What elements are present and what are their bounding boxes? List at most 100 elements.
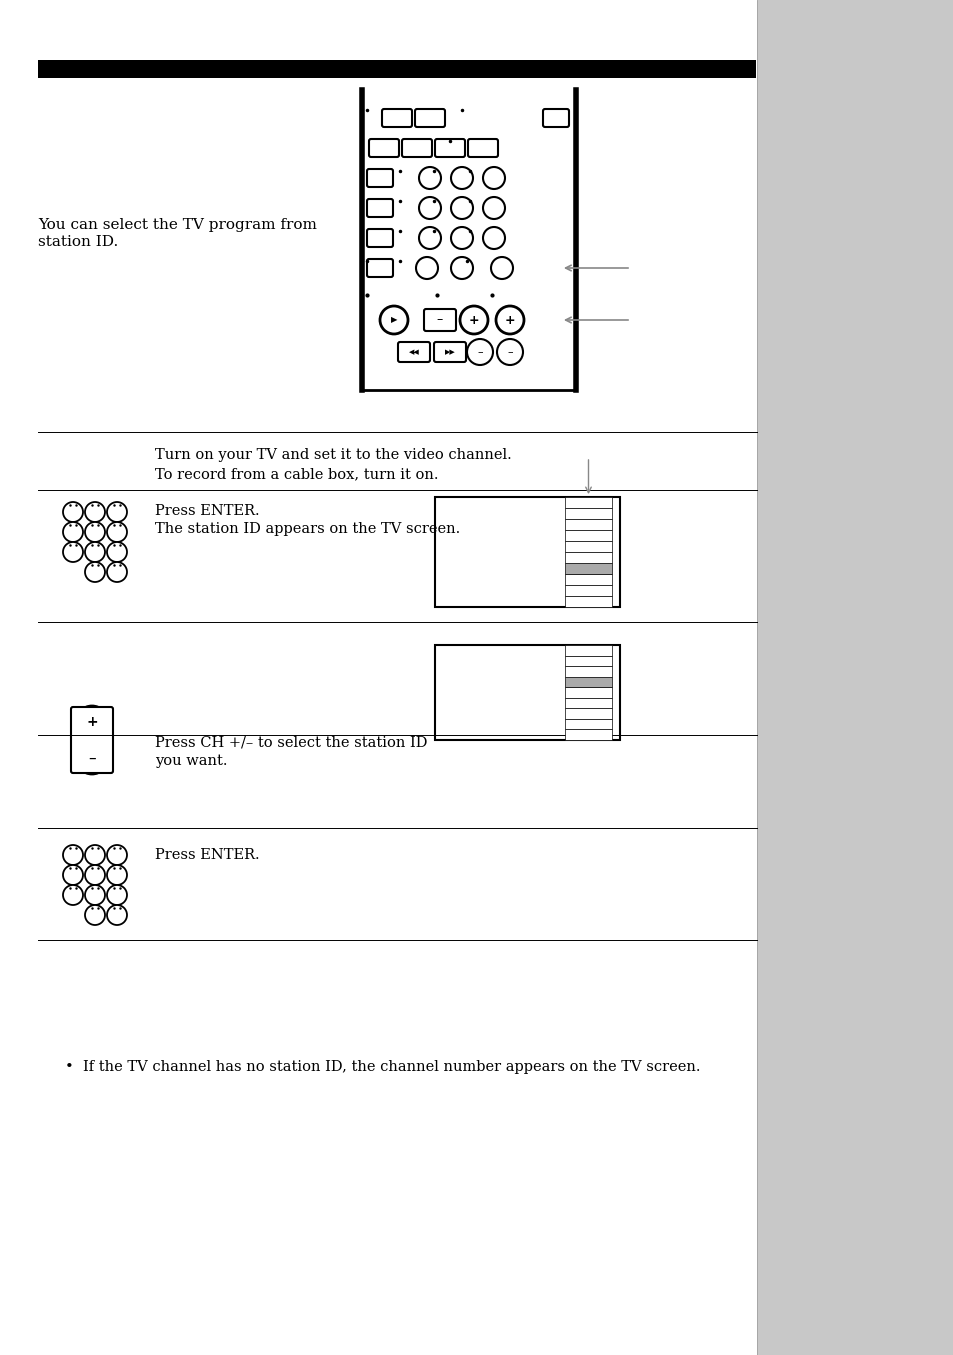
- Circle shape: [451, 167, 473, 188]
- Bar: [435, 497, 619, 607]
- Text: ◀◀: ◀◀: [408, 350, 419, 355]
- FancyBboxPatch shape: [381, 108, 412, 127]
- Circle shape: [85, 501, 105, 522]
- Circle shape: [63, 885, 83, 905]
- Circle shape: [418, 167, 440, 188]
- Bar: [38, 60, 755, 79]
- FancyBboxPatch shape: [434, 341, 465, 362]
- FancyBboxPatch shape: [435, 140, 464, 157]
- Bar: [564, 698, 612, 709]
- Circle shape: [107, 885, 127, 905]
- Text: –: –: [476, 347, 482, 356]
- Circle shape: [63, 542, 83, 562]
- Bar: [564, 562, 612, 575]
- Circle shape: [85, 522, 105, 542]
- Bar: [435, 645, 619, 740]
- Text: ▶: ▶: [391, 316, 396, 324]
- Bar: [564, 720, 612, 729]
- Circle shape: [107, 864, 127, 885]
- Text: You can select the TV program from: You can select the TV program from: [38, 218, 316, 232]
- Text: Press ENTER.: Press ENTER.: [154, 504, 259, 518]
- FancyBboxPatch shape: [367, 229, 393, 247]
- Circle shape: [85, 905, 105, 925]
- Circle shape: [451, 228, 473, 249]
- Circle shape: [107, 542, 127, 562]
- Bar: [564, 551, 612, 562]
- Circle shape: [451, 257, 473, 279]
- Circle shape: [497, 339, 522, 364]
- Circle shape: [63, 864, 83, 885]
- Text: –: –: [507, 347, 513, 356]
- Circle shape: [85, 562, 105, 583]
- Text: +: +: [468, 313, 478, 327]
- Bar: [564, 497, 612, 508]
- Circle shape: [459, 306, 488, 333]
- Circle shape: [107, 501, 127, 522]
- Circle shape: [418, 196, 440, 220]
- Circle shape: [482, 228, 504, 249]
- Text: Press CH +/– to select the station ID: Press CH +/– to select the station ID: [154, 736, 427, 751]
- Text: Press ENTER.: Press ENTER.: [154, 848, 259, 862]
- FancyBboxPatch shape: [415, 108, 444, 127]
- Circle shape: [107, 846, 127, 864]
- Circle shape: [496, 306, 523, 333]
- FancyBboxPatch shape: [468, 140, 497, 157]
- Bar: [564, 575, 612, 585]
- Text: •  If the TV channel has no station ID, the channel number appears on the TV scr: • If the TV channel has no station ID, t…: [65, 1060, 700, 1075]
- Circle shape: [416, 257, 437, 279]
- Bar: [564, 508, 612, 519]
- Bar: [564, 656, 612, 667]
- FancyBboxPatch shape: [367, 199, 393, 217]
- Circle shape: [85, 846, 105, 864]
- Circle shape: [63, 846, 83, 864]
- Bar: [564, 519, 612, 530]
- FancyBboxPatch shape: [423, 309, 456, 331]
- Text: station ID.: station ID.: [38, 234, 118, 249]
- Bar: [564, 645, 612, 656]
- Text: ▶▶: ▶▶: [444, 350, 455, 355]
- FancyBboxPatch shape: [367, 259, 393, 276]
- Bar: [564, 530, 612, 541]
- Bar: [757, 0, 953, 1355]
- Bar: [564, 541, 612, 551]
- Bar: [564, 667, 612, 676]
- Circle shape: [85, 542, 105, 562]
- Circle shape: [76, 743, 108, 774]
- Circle shape: [482, 196, 504, 220]
- Text: The station ID appears on the TV screen.: The station ID appears on the TV screen.: [154, 522, 459, 537]
- Bar: [564, 709, 612, 720]
- Bar: [564, 596, 612, 607]
- Text: Turn on your TV and set it to the video channel.: Turn on your TV and set it to the video …: [154, 449, 511, 462]
- Circle shape: [107, 905, 127, 925]
- Text: +: +: [504, 313, 515, 327]
- Bar: [564, 676, 612, 687]
- FancyBboxPatch shape: [369, 140, 398, 157]
- Circle shape: [418, 228, 440, 249]
- FancyBboxPatch shape: [401, 140, 432, 157]
- Circle shape: [467, 339, 493, 364]
- Text: +: +: [86, 715, 98, 729]
- Text: –: –: [436, 313, 442, 327]
- FancyBboxPatch shape: [542, 108, 568, 127]
- Text: To record from a cable box, turn it on.: To record from a cable box, turn it on.: [154, 467, 438, 481]
- Circle shape: [491, 257, 513, 279]
- Bar: [564, 585, 612, 596]
- Bar: [564, 687, 612, 698]
- Circle shape: [482, 167, 504, 188]
- Circle shape: [451, 196, 473, 220]
- Text: –: –: [88, 751, 95, 766]
- Circle shape: [379, 306, 408, 333]
- FancyBboxPatch shape: [397, 341, 430, 362]
- Circle shape: [63, 501, 83, 522]
- Circle shape: [76, 706, 108, 738]
- FancyBboxPatch shape: [71, 707, 112, 772]
- Text: you want.: you want.: [154, 753, 227, 768]
- Circle shape: [107, 562, 127, 583]
- FancyBboxPatch shape: [367, 169, 393, 187]
- Circle shape: [85, 864, 105, 885]
- Bar: [361, 89, 576, 390]
- Circle shape: [85, 885, 105, 905]
- Circle shape: [107, 522, 127, 542]
- Circle shape: [63, 522, 83, 542]
- Bar: [564, 729, 612, 740]
